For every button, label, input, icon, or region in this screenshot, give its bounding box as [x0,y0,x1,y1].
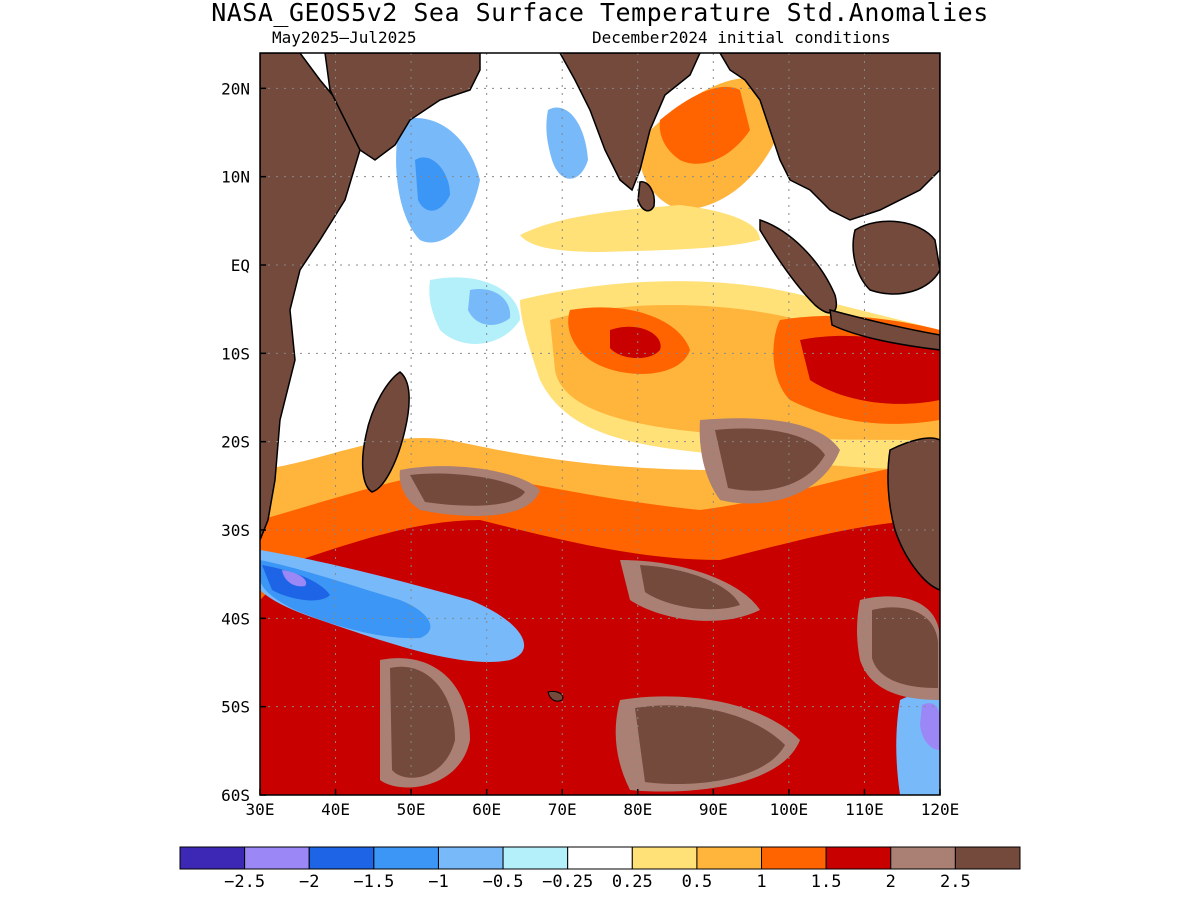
colorbar-label: 1.5 [811,872,842,892]
extreme-warm-south-6-core [872,607,938,688]
colorbar-label: −2 [299,872,319,892]
lon-tick-label: 100E [770,800,809,819]
anomaly-field [260,78,940,795]
extreme-warm-south-1-core [410,473,525,506]
lon-tick-label: 50E [397,800,426,819]
lon-tick-label: 60E [472,800,501,819]
lon-tick-label: 120E [921,800,960,819]
lat-tick-label: 40S [221,609,250,628]
lat-tick-label: 10N [221,168,250,187]
lon-tick-label: 90E [699,800,728,819]
colorbar-swatch [890,846,956,870]
colorbar-label: −0.25 [542,872,593,892]
java-land [829,308,940,351]
colorbar-label: 1 [756,872,766,892]
small-island [547,691,564,702]
chart-title: NASA_GEOS5v2 Sea Surface Temperature Std… [211,0,989,27]
lon-tick-label: 40E [321,800,350,819]
cold-southeast [920,703,940,750]
hot-east-indian [800,335,940,404]
colorbar: −2.5 −2 −1.5 −1 −0.5 −0.25 0.25 0.5 1 1.5 2 2.5 [179,846,1021,892]
cooler-arabian-sea [415,157,450,211]
very-strong-warm-south [260,520,940,795]
intense-warm-core [610,326,661,359]
colorbar-label: −2.5 [224,872,265,892]
colorbar-label: −0.5 [483,872,524,892]
madagascar-land [361,371,410,493]
australia-land [887,437,940,591]
colorbar-label: −1.5 [353,872,394,892]
cool-arabian-east [546,107,588,179]
colorbar-swatch [954,846,1021,870]
colorbar-swatch [567,846,633,870]
latitude-axis: 20N 10N EQ 10S 20S 30S 40S 50S 60S [221,79,266,805]
arabia-land [324,53,481,161]
lat-tick-label: 30S [221,521,250,540]
colorbar-swatch [244,846,310,870]
map-frame [259,52,941,796]
lon-tick-label: 110E [845,800,884,819]
map-gridlines [260,53,940,795]
lat-tick-label: 60S [221,786,250,805]
land-masses [260,53,940,702]
initial-conditions: December2024 initial conditions [592,28,891,47]
borneo-land [852,220,940,295]
sri-lanka-land [637,181,656,212]
yellow-band-equator [520,205,760,252]
colorbar-swatch [696,846,763,870]
extreme-warm-south-4-core [390,666,455,778]
colorbar-label: 0.25 [612,872,653,892]
lon-tick-label: 70E [548,800,577,819]
colorbar-swatch [631,846,698,870]
cooler-west-central [468,289,511,325]
map-plot-area [260,53,940,795]
lat-tick-label: EQ [231,256,250,275]
lon-tick-label: 80E [623,800,652,819]
colorbar-label: 2 [886,872,896,892]
colorbar-swatch [308,846,375,870]
colorbar-swatch [502,846,569,870]
longitude-axis: 30E 40E 50E 60E 70E 80E 90E 100E 110E 120E [246,789,960,819]
extreme-cold-southwest [282,570,307,587]
forecast-period: May2025–Jul2025 [272,28,417,47]
colorbar-swatch [825,846,892,870]
colorbar-label: 2.5 [940,872,971,892]
colorbar-label: 0.5 [682,872,713,892]
colorbar-label: −1 [428,872,448,892]
lat-tick-label: 50S [221,698,250,717]
colorbar-swatch [437,846,504,870]
colorbar-swatch [373,846,439,870]
colorbar-swatch [179,846,246,870]
africa-land [260,53,361,541]
extreme-warm-south-3-core [640,565,740,610]
extreme-warm-south-5-core [635,705,785,785]
hot-bay-bengal [659,86,750,164]
extreme-warm-south-2-core [715,428,825,491]
lon-tick-label: 30E [246,800,275,819]
lat-tick-label: 20S [221,433,250,452]
colorbar-swatch [761,846,827,870]
india-land [559,53,701,192]
lat-tick-label: 20N [221,79,250,98]
lat-tick-label: 10S [221,344,250,363]
